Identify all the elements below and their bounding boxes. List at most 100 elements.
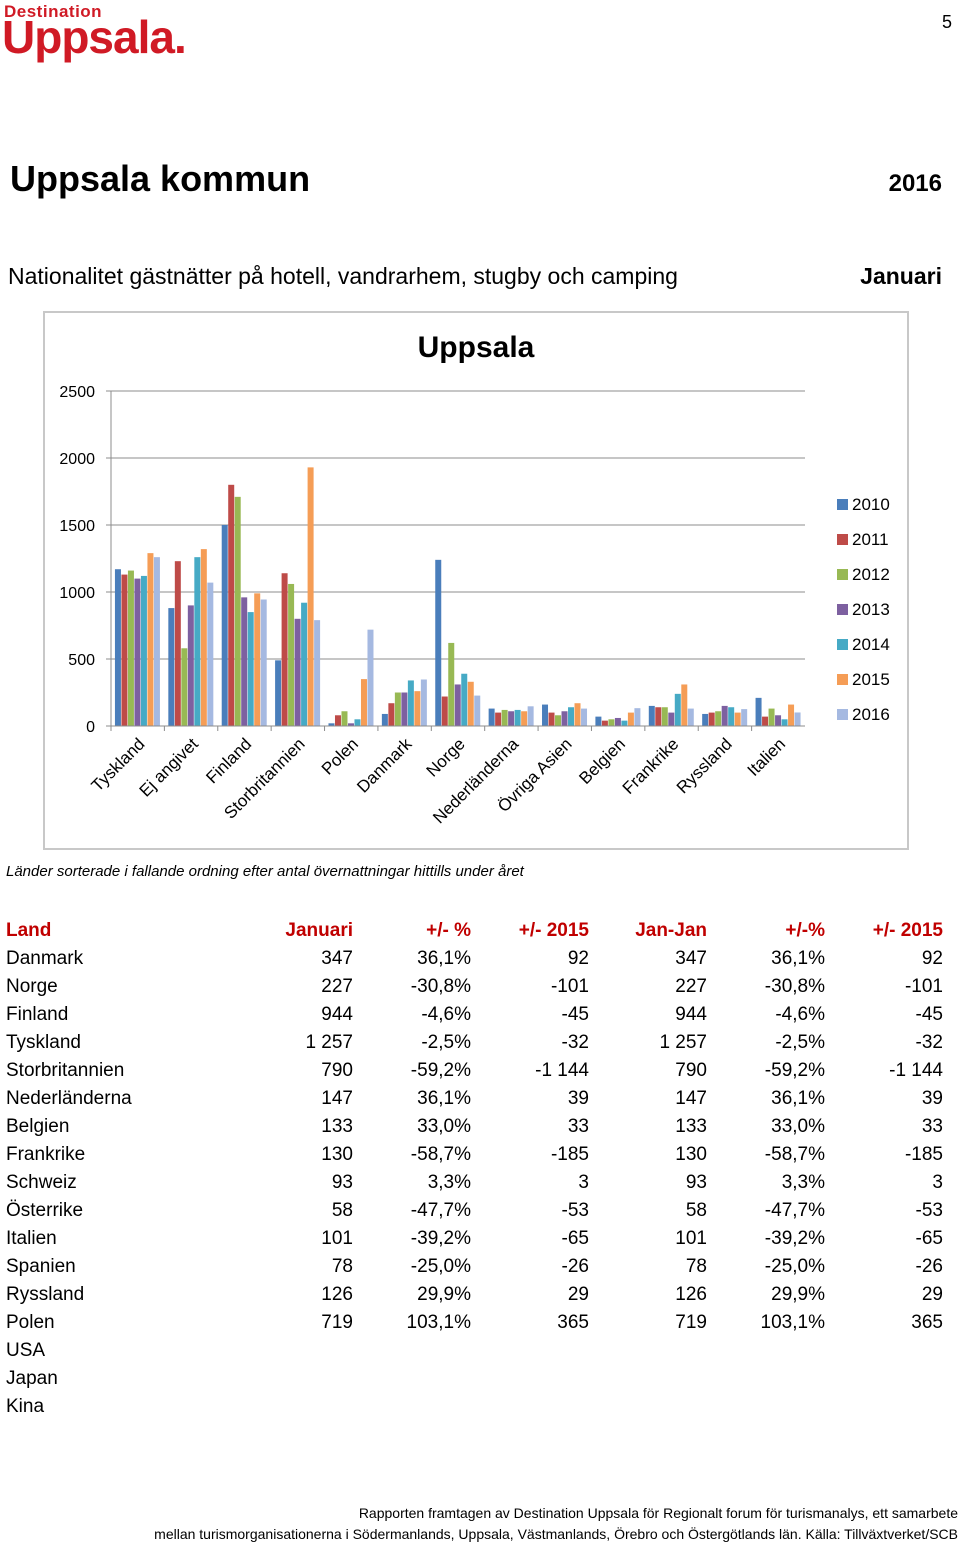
x-tick-label: Finland [202,734,255,787]
bar [574,703,581,726]
footer-line-2: mellan turismorganisationerna i Söderman… [154,1526,958,1542]
legend-label: 2013 [852,600,890,619]
bar [254,593,261,726]
value-cell [236,1393,353,1421]
value-cell: 101 [321,1228,353,1249]
country-cell: Finland [6,1004,69,1025]
value-cell: -185 [904,1144,943,1165]
x-tick-label: Norge [423,734,469,780]
country-cell: Danmark [6,948,84,969]
value-cell: -53 [561,1200,589,1221]
bar [661,707,668,726]
bar [334,715,341,726]
value-cell: 39 [921,1088,943,1109]
bar [715,711,722,726]
country-cell: Österrike [6,1200,84,1221]
value-cell: 29 [921,1284,943,1305]
bar [228,484,235,726]
value-cell [589,1393,707,1421]
value-cell: -45 [561,1004,589,1025]
bar [555,715,562,726]
value-cell: 29,9% [417,1284,471,1305]
legend-swatch [837,709,848,720]
logo: Uppsala. [2,11,187,63]
bar [234,496,241,726]
value-cell [589,1365,707,1393]
y-tick-label: 1500 [59,518,95,535]
value-cell: 103,1% [406,1312,471,1333]
bar [414,691,421,726]
bar [741,709,748,726]
bar [354,719,361,726]
value-cell: -39,2% [764,1228,825,1249]
value-cell: -30,8% [764,976,825,997]
value-cell: -65 [561,1228,589,1249]
bar [401,692,408,726]
column-header: +/-% [785,920,825,941]
bar [687,708,694,726]
value-cell: 133 [321,1116,353,1137]
value-cell: 78 [331,1256,353,1277]
value-cell: -26 [561,1256,589,1277]
value-cell [471,1365,589,1393]
x-tick-label: Italien [744,734,790,780]
bar [648,705,655,726]
bar [247,612,254,726]
value-cell: 130 [321,1144,353,1165]
value-cell: -32 [915,1032,943,1053]
bar [454,684,461,726]
bar [341,711,348,726]
footer-line-1: Rapporten framtagen av Destination Uppsa… [358,1505,958,1521]
column-header: +/- 2015 [518,920,589,941]
value-cell: 103,1% [760,1312,825,1333]
value-cell: 347 [321,948,353,969]
legend-swatch [837,604,848,615]
value-cell: 58 [685,1200,707,1221]
bar [634,708,641,726]
bar [207,582,214,726]
bar [734,712,741,726]
bar [187,605,194,726]
legend-swatch [837,639,848,650]
bar [581,708,588,726]
bar [621,720,628,726]
country-cell: Italien [6,1228,57,1249]
value-cell [825,1393,943,1421]
value-cell: 93 [331,1172,353,1193]
value-cell: 365 [911,1312,943,1333]
value-cell: -2,5% [775,1032,825,1053]
value-cell: 36,1% [417,1088,471,1109]
bar [521,711,528,726]
value-cell: 36,1% [417,948,471,969]
bar [181,648,188,726]
bar [495,712,502,726]
y-tick-label: 0 [86,719,95,736]
table-row: Nederländerna 147 36,1% 39 147 36,1% 39 [6,1085,943,1113]
value-cell: 944 [675,1004,707,1025]
logo-top-text: Destination [4,2,103,21]
bar [668,712,675,726]
bar [762,716,769,726]
bar [548,712,555,726]
value-cell: -1 144 [535,1060,589,1081]
legend-label: 2011 [852,530,889,549]
legend-swatch [837,534,848,545]
bar [508,711,515,726]
bar [681,684,688,726]
bar [781,719,788,726]
value-cell: 126 [321,1284,353,1305]
value-cell: 3,3% [427,1172,471,1193]
value-cell: 33,0% [771,1116,825,1137]
value-cell [589,1337,707,1365]
country-cell: Belgien [6,1116,70,1137]
bar [367,629,374,726]
bar [775,715,782,726]
bar [488,708,495,726]
bar [241,597,248,726]
country-cell: Polen [6,1312,55,1333]
bar [461,673,468,726]
value-cell: 1 257 [659,1032,707,1053]
value-cell: -45 [915,1004,943,1025]
legend-swatch [837,569,848,580]
bar [388,703,395,726]
